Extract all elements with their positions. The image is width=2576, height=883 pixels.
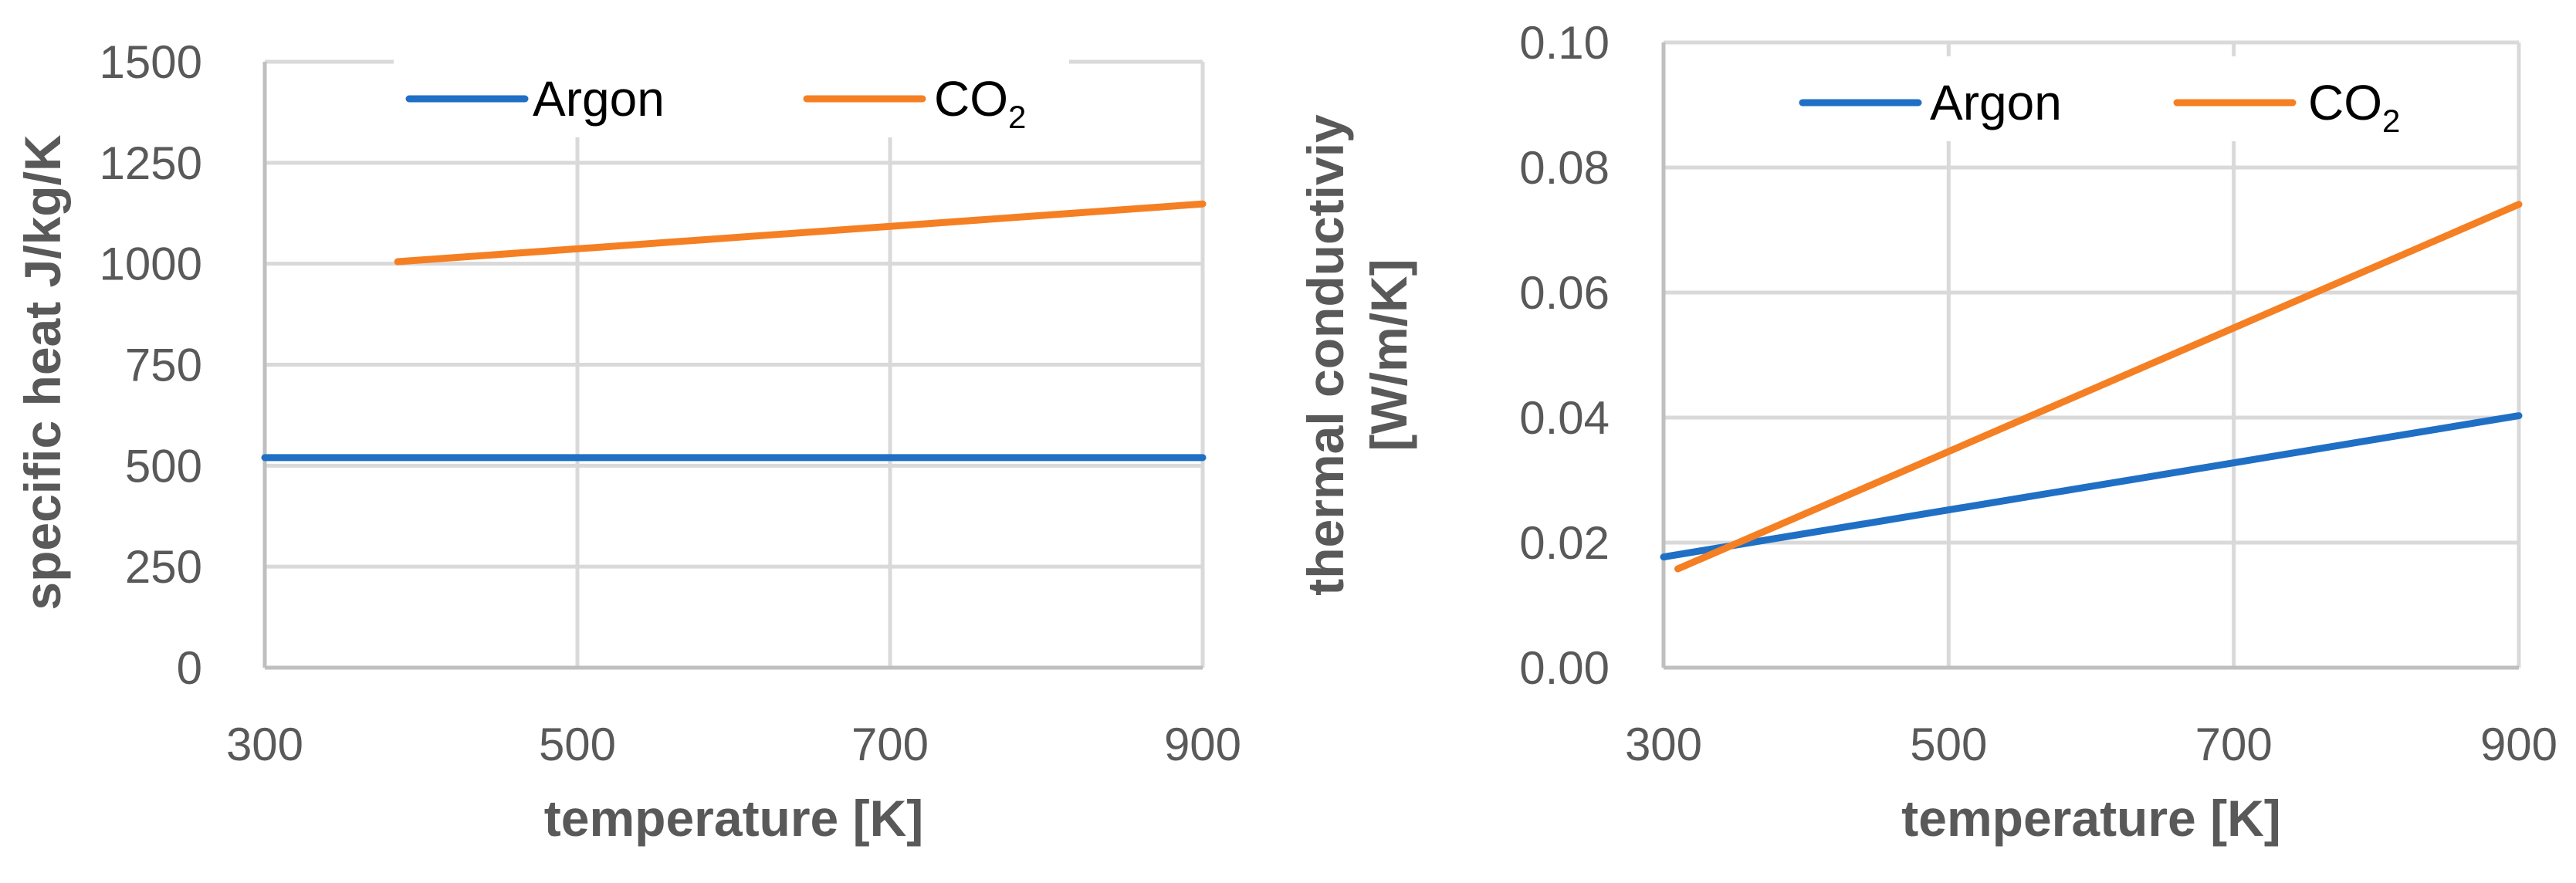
x-tick-label: 700 xyxy=(851,719,929,770)
x-tick-label: 300 xyxy=(226,719,303,770)
legend-label: CO2 xyxy=(934,71,1026,135)
x-tick-label: 900 xyxy=(1164,719,1241,770)
legend-label: Argon xyxy=(533,71,665,127)
chart-2: 0.00 0.02 0.04 0.06 0.08 0.10 300 500 700 900 Argo… xyxy=(1297,17,2557,847)
y-tick-label: 250 xyxy=(125,541,202,593)
y-tick-label: 500 xyxy=(125,440,202,492)
y-tick-label: 0.10 xyxy=(1519,17,1610,69)
x-tick-label: 900 xyxy=(2480,719,2557,770)
legend-label-subscript: 2 xyxy=(1008,99,1026,135)
x-tick-label: 300 xyxy=(1625,719,1702,770)
x-tick-label: 500 xyxy=(539,719,616,770)
y-tick-label: 0.06 xyxy=(1519,267,1610,319)
y-axis-label-line: [W/m/K] xyxy=(1360,259,1417,451)
legend-label: Argon xyxy=(1930,75,2062,130)
legend-label-base: CO xyxy=(934,71,1008,127)
chart-1: 0 250 500 750 1000 1250 1500 300 500 700 900 Argon C… xyxy=(14,36,1241,847)
y-tick-label: 1000 xyxy=(100,239,202,290)
y-axis-label-line: thermal conductiviy xyxy=(1297,114,1354,596)
x-tick-label: 700 xyxy=(2195,719,2273,770)
y-tick-label: 0 xyxy=(177,642,202,694)
y-tick-label: 1250 xyxy=(100,137,202,189)
x-tick-label: 500 xyxy=(1910,719,1987,770)
x-axis-label: temperature [K] xyxy=(1901,790,2280,847)
series-line-co2 xyxy=(1674,201,2523,573)
y-tick-label: 0.04 xyxy=(1519,392,1610,444)
y-tick-label: 0.00 xyxy=(1519,642,1610,694)
y-tick-label: 0.02 xyxy=(1519,517,1610,569)
legend-label: CO2 xyxy=(2308,75,2400,139)
legend-label-base: CO xyxy=(2308,75,2382,130)
series-line-co2 xyxy=(394,200,1207,266)
y-tick-label: 1500 xyxy=(100,36,202,88)
legend-box xyxy=(1787,56,2443,141)
legend-label-subscript: 2 xyxy=(2382,103,2400,139)
y-axis-label: specific heat J/kg/K xyxy=(14,134,71,611)
series-line-argon xyxy=(1660,412,2523,561)
x-axis-label: temperature [K] xyxy=(544,790,923,847)
legend-box xyxy=(394,52,1069,137)
y-tick-label: 0.08 xyxy=(1519,142,1610,194)
y-tick-label: 750 xyxy=(125,340,202,391)
